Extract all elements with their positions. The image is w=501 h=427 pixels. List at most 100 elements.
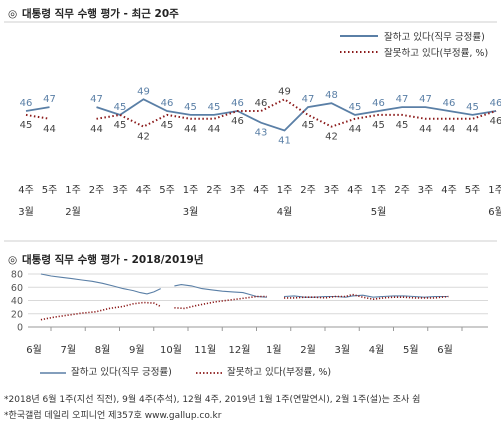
x-tick-week: 1주 bbox=[371, 185, 387, 196]
x-tick-week: 1주 bbox=[183, 185, 199, 196]
x-tick-week: 3주 bbox=[112, 185, 128, 196]
disapprove-value-label: 44 bbox=[184, 124, 197, 135]
approve-value-label: 47 bbox=[419, 94, 432, 105]
disapprove-value-label: 42 bbox=[137, 132, 150, 143]
x-tick-month: 3월 bbox=[183, 206, 199, 218]
disapprove-value-label: 46 bbox=[490, 116, 501, 127]
x-tick-week: 4주 bbox=[441, 185, 457, 196]
x-tick-month: 4월 bbox=[369, 344, 385, 356]
disapprove-line-segment bbox=[174, 295, 267, 310]
approve-value-label: 43 bbox=[255, 128, 268, 139]
legend-disapprove-label: 잘못하고 있다(부정률, %) bbox=[384, 47, 488, 59]
disapprove-value-label: 44 bbox=[349, 124, 362, 135]
chart-title-recent: ◎ 대통령 직무 수행 평가 - 최근 20주 bbox=[8, 6, 179, 21]
x-tick-month: 6월 bbox=[488, 206, 501, 218]
disapprove-line-segment bbox=[284, 293, 449, 301]
disapprove-value-label: 46 bbox=[255, 98, 268, 109]
x-tick-week: 1주 bbox=[488, 185, 501, 196]
legend-disapprove-swatch bbox=[195, 371, 222, 374]
chart-title-yearly-text: 대통령 직무 수행 평가 - 2018/2019년 bbox=[22, 254, 204, 266]
y-tick-label: 0 bbox=[17, 323, 23, 334]
approve-value-label: 46 bbox=[161, 98, 174, 109]
x-tick-month: 6월 bbox=[437, 344, 453, 356]
disapprove-value-label: 44 bbox=[443, 124, 456, 135]
legend-yearly: 잘하고 있다(직무 긍정률) 잘못하고 있다(부정률, %) bbox=[40, 364, 331, 378]
disapprove-value-label: 45 bbox=[161, 120, 174, 131]
x-tick-week: 2주 bbox=[394, 185, 410, 196]
approve-value-label: 46 bbox=[443, 98, 456, 109]
x-tick-month: 4월 bbox=[277, 206, 293, 218]
approve-value-label: 45 bbox=[466, 102, 479, 113]
legend-recent: 잘하고 있다(직무 긍정률) 잘못하고 있다(부정률, %) bbox=[340, 31, 488, 59]
x-tick-week: 4주 bbox=[18, 185, 34, 196]
x-tick-month: 3월 bbox=[334, 344, 350, 356]
legend-disapprove-label: 잘못하고 있다(부정률, %) bbox=[226, 367, 332, 378]
x-tick-week: 2주 bbox=[300, 185, 316, 196]
disapprove-value-label: 45 bbox=[114, 120, 127, 131]
disapprove-line bbox=[25, 98, 497, 128]
disapprove-value-label: 45 bbox=[396, 120, 409, 131]
x-tick-week: 2주 bbox=[206, 185, 222, 196]
x-tick-week: 5주 bbox=[159, 185, 175, 196]
approve-line-segment bbox=[283, 294, 449, 298]
x-tick-month: 5월 bbox=[371, 206, 387, 218]
legend-approve-label: 잘하고 있다(직무 긍정률) bbox=[71, 367, 172, 378]
y-tick-label: 60 bbox=[11, 283, 23, 294]
disapprove-value-label: 44 bbox=[90, 124, 103, 135]
x-tick-week: 4주 bbox=[136, 185, 152, 196]
x-tick-month: 2월 bbox=[65, 206, 81, 218]
approve-value-label: 45 bbox=[208, 102, 221, 113]
recent-20-weeks-chart: 잘하고 있다(직무 긍정률) 잘못하고 있다(부정률, %) 46 45 47 44 47… bbox=[4, 21, 501, 242]
approve-line-segment bbox=[174, 284, 267, 298]
approve-value-label: 46 bbox=[231, 98, 244, 109]
disapprove-value-label: 46 bbox=[231, 116, 244, 127]
disapprove-value-label: 42 bbox=[325, 132, 338, 143]
approve-line bbox=[25, 98, 497, 132]
x-tick-month: 9월 bbox=[129, 344, 145, 356]
x-tick-month: 8월 bbox=[95, 344, 111, 356]
x-tick-week: 3주 bbox=[418, 185, 434, 196]
approve-value-label: 46 bbox=[372, 98, 385, 109]
disapprove-value-label: 44 bbox=[43, 124, 56, 135]
x-tick-month: 11월 bbox=[194, 344, 216, 356]
approve-value-label: 41 bbox=[278, 136, 291, 147]
circle-mark-icon: ◎ bbox=[8, 254, 18, 266]
approve-value-label: 47 bbox=[43, 94, 56, 105]
x-tick-week: 4주 bbox=[347, 185, 363, 196]
x-tick-week: 3주 bbox=[324, 185, 340, 196]
disapprove-value-label: 49 bbox=[278, 86, 291, 97]
x-tick-month: 5월 bbox=[403, 344, 419, 356]
approve-line-segment bbox=[40, 273, 161, 295]
approve-value-label: 45 bbox=[114, 102, 127, 113]
approve-value-label: 46 bbox=[20, 98, 33, 109]
x-tick-month: 7월 bbox=[60, 344, 76, 356]
approve-value-label: 47 bbox=[302, 94, 315, 105]
disapprove-value-label: 44 bbox=[208, 124, 221, 135]
x-tick-month: 3월 bbox=[18, 206, 34, 218]
disapprove-value-label: 45 bbox=[20, 120, 33, 131]
footnote-source: *한국갤럽 데일리 오피니언 제357호 www.gallup.co.kr bbox=[4, 411, 222, 421]
approve-value-label: 45 bbox=[349, 102, 362, 113]
approve-value-label: 46 bbox=[490, 98, 501, 109]
legend-approve-label: 잘하고 있다(직무 긍정률) bbox=[384, 31, 485, 43]
approve-value-label: 49 bbox=[137, 86, 150, 97]
y-tick-label: 80 bbox=[11, 270, 23, 281]
x-tick-week: 3주 bbox=[230, 185, 246, 196]
x-tick-month: 12월 bbox=[229, 344, 251, 356]
disapprove-line-segment bbox=[40, 301, 162, 321]
disapprove-value-label: 45 bbox=[302, 120, 315, 131]
legend-approve-swatch bbox=[40, 371, 66, 374]
chart-title-yearly: ◎ 대통령 직무 수행 평가 - 2018/2019년 bbox=[8, 252, 204, 267]
x-tick-month: 1월 bbox=[266, 344, 282, 356]
approve-value-label: 45 bbox=[184, 102, 197, 113]
approve-value-label: 47 bbox=[396, 94, 409, 105]
x-tick-month: 6월 bbox=[26, 344, 42, 356]
disapprove-value-label: 45 bbox=[372, 120, 385, 131]
approve-value-label: 48 bbox=[325, 90, 338, 101]
disapprove-value-label: 44 bbox=[419, 124, 432, 135]
x-tick-week: 1주 bbox=[65, 185, 81, 196]
circle-mark-icon: ◎ bbox=[8, 8, 18, 20]
x-tick-week: 5주 bbox=[42, 185, 58, 196]
disapprove-value-label: 44 bbox=[466, 124, 479, 135]
y-tick-label: 40 bbox=[11, 296, 23, 307]
